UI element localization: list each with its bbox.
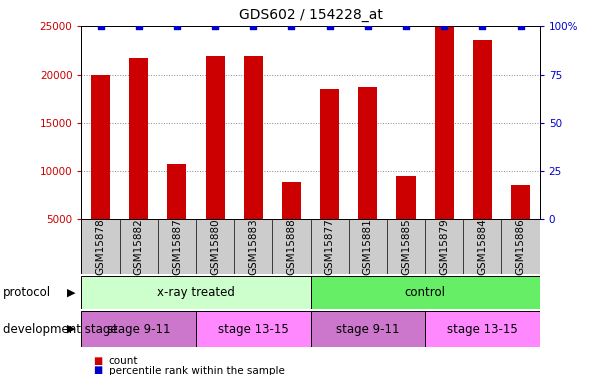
Point (248, 23, 258, 29)
Text: stage 9-11: stage 9-11 (336, 322, 400, 336)
Text: GSM15878: GSM15878 (95, 218, 106, 275)
Bar (397, 176, 415, 268)
Bar (129, 58, 148, 268)
Text: GSM15881: GSM15881 (363, 218, 373, 275)
Point (210, 23, 220, 29)
Bar (358, 87, 377, 268)
Text: GSM15879: GSM15879 (439, 218, 449, 275)
Text: GSM15887: GSM15887 (172, 218, 182, 275)
Text: stage 13-15: stage 13-15 (218, 322, 289, 336)
Text: ■: ■ (93, 356, 103, 366)
Text: GSM15883: GSM15883 (248, 218, 258, 275)
Text: count: count (109, 356, 138, 366)
Bar (320, 89, 339, 268)
Point (134, 23, 144, 29)
Bar (425, 311, 540, 347)
Text: percentile rank within the sample: percentile rank within the sample (109, 366, 285, 375)
Point (363, 23, 373, 29)
Point (325, 23, 335, 29)
Bar (244, 56, 263, 268)
Bar (511, 184, 530, 268)
Text: ■: ■ (93, 366, 103, 375)
Text: protocol: protocol (3, 286, 51, 299)
Bar (168, 164, 186, 268)
Text: development stage: development stage (3, 322, 118, 336)
Text: stage 9-11: stage 9-11 (107, 322, 171, 336)
Text: GSM15880: GSM15880 (210, 218, 220, 275)
Point (172, 23, 182, 29)
Point (516, 23, 525, 29)
Point (96, 23, 106, 29)
Text: GSM15884: GSM15884 (478, 218, 487, 275)
Text: GSM15888: GSM15888 (286, 218, 297, 275)
Text: x-ray treated: x-ray treated (157, 286, 235, 299)
Text: ▶: ▶ (67, 288, 75, 297)
Text: GSM15885: GSM15885 (401, 218, 411, 275)
Bar (81, 276, 311, 309)
Text: ▶: ▶ (67, 324, 75, 334)
Bar (311, 276, 540, 309)
Bar (196, 311, 311, 347)
Point (286, 23, 296, 29)
Point (440, 23, 449, 29)
Text: GSM15882: GSM15882 (134, 218, 144, 275)
Bar (282, 182, 301, 268)
Text: stage 13-15: stage 13-15 (447, 322, 518, 336)
Point (401, 23, 411, 29)
Text: control: control (405, 286, 446, 299)
Text: GSM15877: GSM15877 (324, 218, 335, 275)
Bar (473, 40, 492, 268)
Bar (311, 311, 425, 347)
Text: GSM15886: GSM15886 (516, 218, 526, 275)
Bar (81, 311, 196, 347)
Bar (91, 75, 110, 268)
Bar (435, 26, 454, 268)
Point (478, 23, 487, 29)
Title: GDS602 / 154228_at: GDS602 / 154228_at (239, 9, 382, 22)
Bar (206, 56, 224, 268)
